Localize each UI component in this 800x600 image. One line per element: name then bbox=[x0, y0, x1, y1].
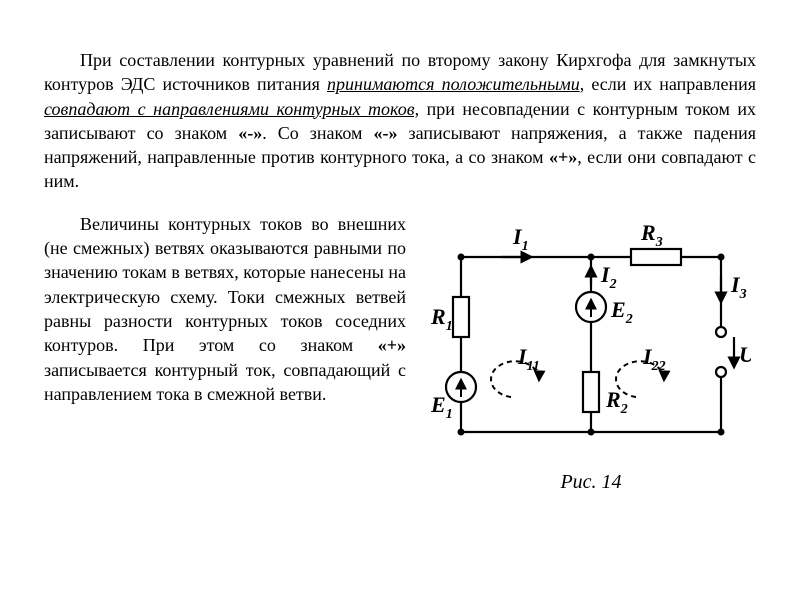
label-R3-sub: 3 bbox=[655, 235, 663, 250]
p1-bold-1: «-» bbox=[238, 123, 262, 143]
content-row: Величины контурных токов во внешних (не … bbox=[44, 212, 756, 496]
p1-text-2: , если их направления bbox=[580, 74, 756, 94]
label-E1-sub: 1 bbox=[446, 407, 453, 422]
label-I11-sub: 11 bbox=[527, 359, 540, 374]
label-I1-sub: 1 bbox=[522, 239, 529, 254]
p1-underline-1: принимаются положительными bbox=[327, 74, 580, 94]
p2-text-2: записывается контурный ток, совпадающий … bbox=[44, 360, 406, 404]
label-R2: R bbox=[605, 387, 621, 412]
label-E2-sub: 2 bbox=[625, 312, 633, 327]
circuit-diagram: I1 I2 I3 R1 R2 R3 E1 E2 I11 I22 U bbox=[431, 212, 751, 467]
label-R2-sub: 2 bbox=[620, 402, 628, 417]
p1-bold-2: «-» bbox=[373, 123, 397, 143]
paragraph-2-column: Величины контурных токов во внешних (не … bbox=[44, 212, 406, 424]
svg-text:E2: E2 bbox=[610, 297, 633, 327]
label-R1: R bbox=[431, 304, 446, 329]
p2-bold-1: «+» bbox=[378, 335, 406, 355]
svg-text:R1: R1 bbox=[431, 304, 453, 334]
paragraph-1: При составлении контурных уравнений по в… bbox=[44, 48, 756, 194]
svg-text:I22: I22 bbox=[642, 344, 666, 374]
p1-text-4: . Со знаком bbox=[262, 123, 373, 143]
figure-caption: Рис. 14 bbox=[426, 469, 756, 496]
p2-text-1: Величины контурных токов во внешних (не … bbox=[44, 214, 406, 355]
label-I2-sub: 2 bbox=[609, 277, 617, 292]
figure-column: I1 I2 I3 R1 R2 R3 E1 E2 I11 I22 U Рис. 1… bbox=[426, 212, 756, 496]
svg-text:R3: R3 bbox=[640, 220, 663, 250]
svg-text:I1: I1 bbox=[512, 224, 529, 254]
svg-text:I2: I2 bbox=[600, 262, 617, 292]
label-R3: R bbox=[640, 220, 656, 245]
label-E2: E bbox=[610, 297, 626, 322]
paragraph-2: Величины контурных токов во внешних (не … bbox=[44, 212, 406, 406]
label-U: U bbox=[739, 342, 751, 367]
p1-bold-3: «+» bbox=[549, 147, 577, 167]
label-R1-sub: 1 bbox=[446, 319, 453, 334]
label-E1: E bbox=[431, 392, 446, 417]
svg-text:I3: I3 bbox=[730, 272, 747, 302]
label-I3-sub: 3 bbox=[739, 287, 747, 302]
svg-text:R2: R2 bbox=[605, 387, 628, 417]
svg-text:I11: I11 bbox=[517, 344, 540, 374]
p1-underline-2: совпадают с направлениями контурных токо… bbox=[44, 99, 419, 119]
label-I22-sub: 22 bbox=[651, 359, 666, 374]
